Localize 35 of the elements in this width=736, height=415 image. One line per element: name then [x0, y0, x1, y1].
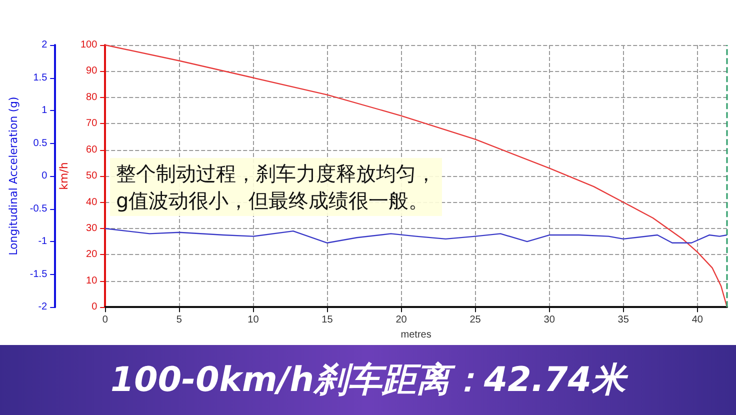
y2-tick-label: 40 — [86, 196, 98, 208]
y2-tick-label: 0 — [92, 302, 98, 313]
x-tick-label: 35 — [618, 314, 630, 326]
y2-tick-label: 20 — [86, 249, 98, 260]
x-axis-title: metres — [400, 330, 432, 340]
y-axis-title: Longitudinal Acceleration (g) — [7, 96, 20, 256]
y-tick-label: 1.5 — [33, 72, 48, 84]
y-tick-label: -0.5 — [30, 203, 48, 214]
x-tick-label: 20 — [396, 314, 408, 326]
y2-axis-title: km/h — [58, 162, 71, 190]
x-tick-label: 40 — [692, 314, 704, 326]
annotation: 整个制动过程，刹车力度释放均匀， g值波动很小，但最终成绩很一般。 — [116, 162, 436, 212]
y2-tick-label: 60 — [86, 144, 98, 156]
y-tick-label: 0.5 — [33, 138, 48, 149]
x-tick-label: 5 — [176, 314, 182, 326]
y-tick-label: -2 — [38, 302, 48, 313]
y2-tick-label: 100 — [80, 40, 98, 50]
y-tick-label: 2 — [42, 40, 48, 50]
x-tick-label: 0 — [102, 314, 108, 326]
x-tick-label: 10 — [248, 314, 260, 326]
y2-tick-label: 80 — [86, 92, 98, 103]
y2-tick-label: 30 — [86, 222, 98, 234]
text: 100-0km/h刹车距离：42.74米 — [0, 345, 736, 415]
x-tick-label: 30 — [544, 314, 556, 326]
y2-tick-label: 50 — [86, 170, 98, 182]
y-tick-label: -1.5 — [30, 268, 48, 280]
y2-tick-label: 70 — [86, 118, 98, 130]
x-tick-label: 25 — [470, 314, 482, 326]
y2-tick-label: 10 — [86, 275, 98, 286]
y-tick-label: -1 — [38, 236, 48, 248]
y-tick-label: 1 — [42, 105, 48, 116]
y-tick-label: 0 — [42, 170, 48, 182]
line-series — [104, 228, 728, 244]
x-tick-label: 15 — [322, 314, 334, 326]
y2-tick-label: 90 — [86, 66, 98, 77]
